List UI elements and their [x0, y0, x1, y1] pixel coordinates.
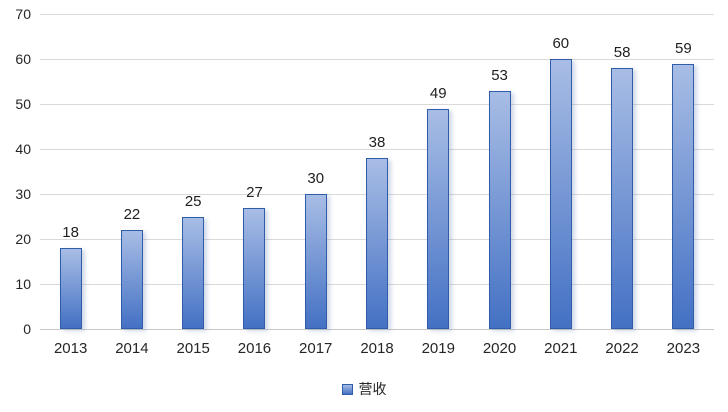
bar-value-label: 38 [368, 134, 386, 151]
x-tick-label: 2015 [176, 340, 210, 357]
x-tick-label: 2018 [360, 340, 394, 357]
bar-2022 [611, 68, 634, 329]
x-tick-label: 2021 [544, 340, 578, 357]
gridline-y-70 [40, 14, 714, 15]
x-tick-label: 2017 [299, 340, 333, 357]
x-tick-label: 2014 [115, 340, 149, 357]
x-tick-label: 2016 [237, 340, 272, 357]
bar-value-label: 25 [184, 192, 202, 210]
legend-swatch-revenue [341, 383, 353, 395]
y-tick-label: 50 [15, 96, 31, 112]
y-tick-label: 10 [15, 276, 31, 292]
bar-2020 [488, 90, 511, 329]
bar-2017 [304, 194, 327, 329]
bar-value-label: 30 [307, 170, 325, 187]
bar-value-label: 58 [613, 44, 631, 61]
bar-2013 [59, 248, 82, 329]
x-tick-label: 2022 [605, 340, 639, 357]
x-tick-label: 2019 [421, 340, 455, 357]
y-tick-label: 70 [15, 6, 31, 22]
gridline-y-40 [40, 149, 714, 150]
bar-2021 [549, 59, 572, 329]
bar-value-label: 18 [62, 224, 79, 241]
bar-2015 [182, 216, 205, 329]
bar-value-label: 49 [429, 84, 447, 102]
legend: 营收 [0, 381, 728, 397]
y-tick-label: 60 [15, 51, 31, 67]
y-tick-label: 30 [15, 186, 31, 202]
bar-value-label: 59 [675, 39, 692, 57]
gridline-y-0 [40, 329, 714, 330]
gridline-y-60 [40, 59, 714, 60]
bar-2018 [366, 158, 388, 329]
x-tick-label: 2013 [53, 340, 88, 357]
x-tick-label: 2020 [482, 340, 517, 357]
x-tick-label: 2023 [666, 340, 701, 357]
bar-2023 [672, 63, 695, 329]
legend-label: 营收 [358, 381, 387, 397]
bar-value-label: 22 [123, 206, 141, 223]
bar-value-label: 27 [246, 183, 263, 201]
y-tick-label: 0 [23, 321, 31, 337]
y-tick-label: 20 [15, 231, 31, 247]
bar-2016 [243, 207, 266, 329]
bar-2019 [427, 108, 450, 329]
bar-value-label: 53 [491, 66, 508, 84]
gridline-y-50 [40, 104, 714, 105]
y-tick-label: 40 [15, 141, 31, 157]
bar-value-label: 60 [552, 35, 570, 52]
bar-2014 [120, 230, 143, 329]
